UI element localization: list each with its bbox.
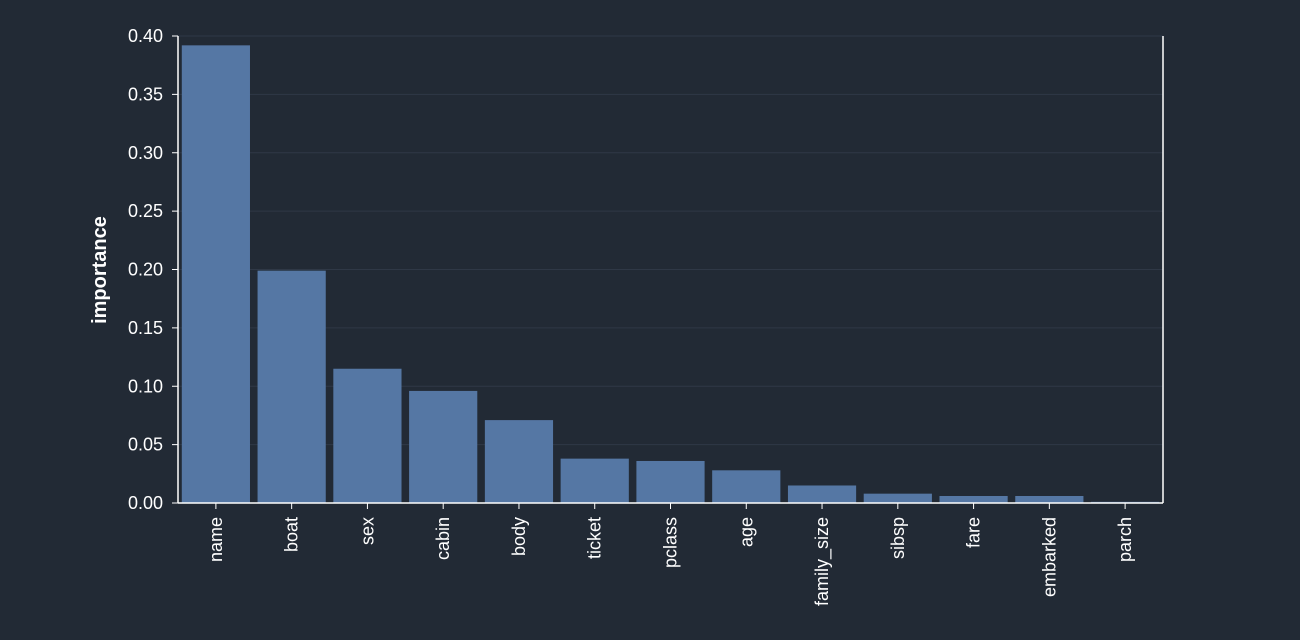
- y-tick-label: 0.30: [128, 143, 163, 163]
- y-tick-label: 0.00: [128, 493, 163, 513]
- y-tick-label: 0.40: [128, 26, 163, 46]
- x-tick-label: age: [736, 517, 756, 547]
- y-axis-title: importance: [89, 216, 111, 324]
- bar-boat: [257, 270, 326, 503]
- bar-name: [181, 45, 250, 504]
- y-tick-labels: 0.00 0.05 0.10 0.15 0.20 0.25 0.30 0.35 0.40: [128, 26, 178, 513]
- x-tick-labels: name boat sex cabin body ticket pclass age famil…: [206, 503, 1135, 606]
- x-tick-label: embarked: [1039, 517, 1059, 597]
- y-tick-label: 0.10: [128, 376, 163, 396]
- x-tick-label: fare: [964, 517, 984, 548]
- bar-body: [484, 420, 554, 503]
- x-tick-label: body: [509, 517, 529, 556]
- bar-sibsp: [863, 493, 932, 503]
- y-tick-label: 0.15: [128, 318, 163, 338]
- bar-cabin: [409, 390, 478, 503]
- x-tick-label: name: [206, 517, 226, 562]
- x-tick-label: sex: [357, 517, 377, 545]
- y-tick-label: 0.20: [128, 260, 163, 280]
- bar-family-size: [787, 485, 857, 503]
- y-tick-label: 0.35: [128, 84, 163, 104]
- bars: [181, 45, 1160, 504]
- x-tick-label: pclass: [661, 517, 681, 568]
- x-tick-label: cabin: [433, 517, 453, 560]
- bar-fare: [939, 495, 1008, 503]
- x-tick-label: parch: [1115, 517, 1135, 562]
- bar-pclass: [636, 460, 705, 503]
- x-tick-label: family_size: [812, 517, 833, 606]
- bar-age: [712, 470, 781, 503]
- x-tick-label: sibsp: [888, 517, 908, 559]
- x-tick-label: ticket: [585, 517, 605, 559]
- x-tick-label: boat: [282, 517, 302, 552]
- bar-ticket: [560, 458, 629, 503]
- y-tick-label: 0.05: [128, 435, 163, 455]
- y-tick-label: 0.25: [128, 201, 163, 221]
- bar-sex: [333, 368, 402, 503]
- bar-embarked: [1015, 495, 1084, 503]
